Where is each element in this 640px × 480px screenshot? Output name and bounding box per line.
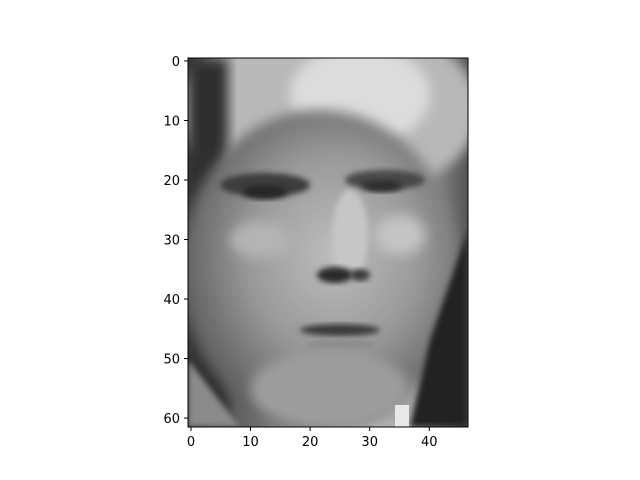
axes-frame — [187, 57, 469, 428]
y-tick-label: 0 — [172, 55, 180, 70]
y-tick-label: 10 — [163, 114, 180, 129]
y-tick-label: 40 — [163, 293, 180, 308]
y-tick-label: 20 — [163, 174, 180, 189]
y-tick-label: 60 — [163, 412, 180, 427]
x-tick-label: 10 — [242, 435, 259, 450]
x-axis: 0 10 20 30 40 — [187, 427, 438, 450]
x-tick-label: 30 — [361, 435, 378, 450]
y-tick-label: 30 — [163, 234, 180, 249]
x-tick-label: 0 — [187, 435, 195, 450]
y-axis: 0 10 20 30 40 50 60 — [163, 55, 188, 427]
x-tick-label: 40 — [421, 435, 438, 450]
x-tick-label: 20 — [302, 435, 319, 450]
face-image — [188, 58, 468, 427]
y-tick-label: 50 — [163, 353, 180, 368]
